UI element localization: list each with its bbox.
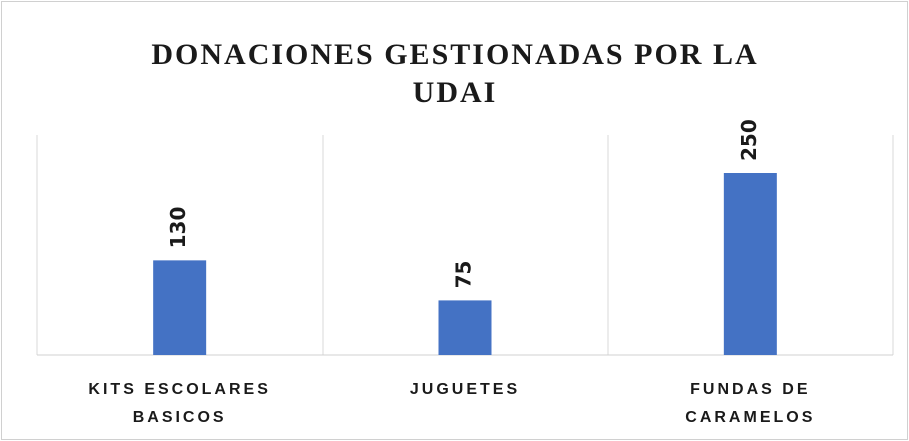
value-label: 75 <box>452 261 476 289</box>
value-label: 250 <box>737 119 761 161</box>
bar <box>723 173 777 355</box>
x-tick-label: FUNDAS DE CARAMELOS <box>685 381 816 426</box>
bar <box>153 260 207 355</box>
bar <box>438 300 492 355</box>
chart-title: DONACIONES GESTIONADAS POR LA UDAI <box>151 38 759 109</box>
value-label: 130 <box>166 207 190 249</box>
x-tick-label: KITS ESCOLARES BASICOS <box>88 381 271 426</box>
x-tick-label: JUGUETES <box>409 381 521 398</box>
